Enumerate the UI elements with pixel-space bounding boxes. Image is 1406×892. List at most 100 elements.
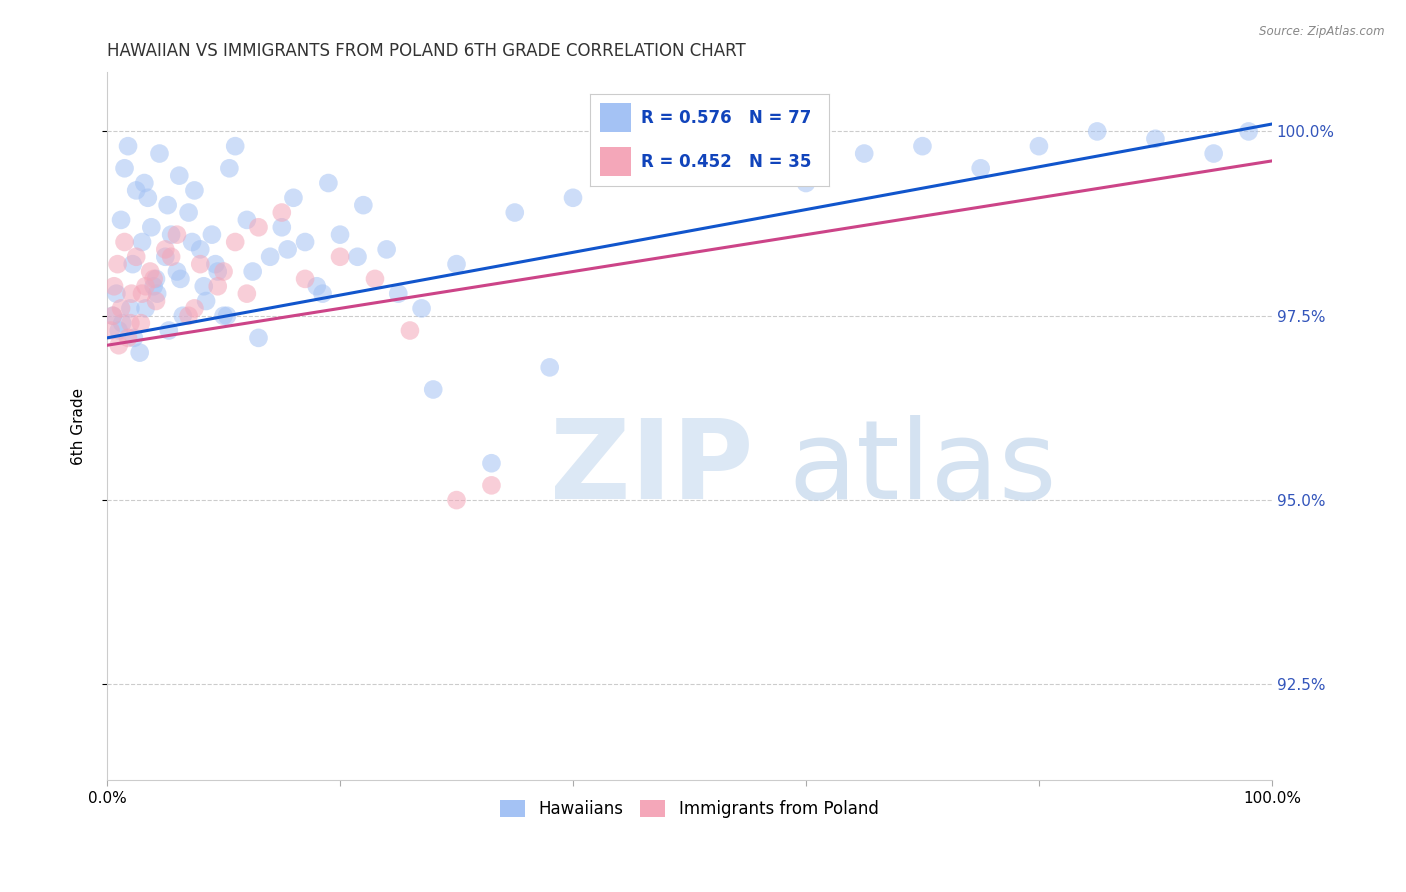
Point bbox=[172, 309, 194, 323]
Point bbox=[259, 250, 281, 264]
Point bbox=[114, 235, 136, 249]
Point bbox=[107, 338, 129, 352]
Point bbox=[212, 264, 235, 278]
Point bbox=[204, 257, 226, 271]
Point bbox=[101, 309, 124, 323]
Point bbox=[125, 183, 148, 197]
Point bbox=[160, 250, 183, 264]
Point bbox=[562, 191, 585, 205]
Point bbox=[247, 331, 270, 345]
Point bbox=[236, 213, 259, 227]
Point bbox=[224, 235, 246, 249]
Point bbox=[125, 250, 148, 264]
Point bbox=[136, 191, 159, 205]
Point bbox=[236, 286, 259, 301]
Point bbox=[212, 309, 235, 323]
Point bbox=[270, 220, 292, 235]
Point bbox=[146, 286, 169, 301]
Point bbox=[120, 301, 142, 316]
Point bbox=[157, 324, 180, 338]
Point bbox=[911, 139, 934, 153]
Point bbox=[207, 264, 229, 278]
Point bbox=[156, 198, 179, 212]
Point bbox=[110, 213, 132, 227]
Point bbox=[139, 264, 162, 278]
Point bbox=[1028, 139, 1050, 153]
Point bbox=[122, 331, 145, 345]
Point bbox=[120, 316, 142, 330]
Point bbox=[242, 264, 264, 278]
Point bbox=[329, 250, 352, 264]
Point bbox=[107, 324, 129, 338]
Point bbox=[305, 279, 328, 293]
Point bbox=[195, 293, 218, 308]
Point bbox=[387, 286, 409, 301]
Point bbox=[364, 272, 387, 286]
Point bbox=[294, 272, 316, 286]
Point bbox=[128, 345, 150, 359]
Point bbox=[503, 205, 526, 219]
Point bbox=[794, 176, 817, 190]
Point bbox=[100, 324, 122, 338]
Point bbox=[134, 301, 156, 316]
Point bbox=[481, 456, 503, 470]
Point bbox=[121, 257, 143, 271]
Point bbox=[114, 161, 136, 176]
Point bbox=[422, 383, 444, 397]
Point bbox=[166, 264, 188, 278]
Point bbox=[188, 243, 211, 257]
Point bbox=[101, 309, 124, 323]
Point bbox=[183, 183, 205, 197]
Text: Source: ZipAtlas.com: Source: ZipAtlas.com bbox=[1260, 25, 1385, 38]
Point bbox=[201, 227, 224, 242]
Point bbox=[352, 198, 374, 212]
Point bbox=[121, 286, 143, 301]
Point bbox=[678, 161, 700, 176]
Point bbox=[375, 243, 398, 257]
Point bbox=[224, 139, 246, 153]
Point bbox=[1144, 132, 1167, 146]
Point bbox=[142, 279, 165, 293]
Point bbox=[166, 227, 188, 242]
Point bbox=[169, 169, 191, 183]
Point bbox=[294, 235, 316, 249]
Point bbox=[215, 309, 238, 323]
Point bbox=[318, 176, 340, 190]
Point bbox=[105, 286, 128, 301]
Point bbox=[446, 257, 468, 271]
Point bbox=[1085, 124, 1108, 138]
Point bbox=[107, 257, 129, 271]
Point bbox=[737, 146, 759, 161]
Point bbox=[1237, 124, 1260, 138]
Text: atlas: atlas bbox=[789, 416, 1057, 523]
Point bbox=[283, 191, 305, 205]
Point bbox=[538, 360, 561, 375]
Point bbox=[481, 478, 503, 492]
Point bbox=[110, 301, 132, 316]
Point bbox=[117, 331, 139, 345]
Point bbox=[270, 205, 292, 219]
Point bbox=[169, 272, 191, 286]
Point bbox=[103, 279, 125, 293]
Legend: Hawaiians, Immigrants from Poland: Hawaiians, Immigrants from Poland bbox=[494, 794, 886, 825]
Point bbox=[247, 220, 270, 235]
Point bbox=[134, 279, 156, 293]
Point bbox=[970, 161, 993, 176]
Y-axis label: 6th Grade: 6th Grade bbox=[72, 388, 86, 465]
Point bbox=[141, 220, 163, 235]
Point bbox=[155, 250, 177, 264]
Point bbox=[177, 205, 200, 219]
Point bbox=[129, 316, 152, 330]
Point bbox=[183, 301, 205, 316]
Point bbox=[131, 235, 153, 249]
Point bbox=[329, 227, 352, 242]
Point bbox=[193, 279, 215, 293]
Text: ZIP: ZIP bbox=[550, 416, 754, 523]
Point bbox=[218, 161, 240, 176]
Point bbox=[399, 324, 422, 338]
Point bbox=[117, 139, 139, 153]
Point bbox=[207, 279, 229, 293]
Point bbox=[148, 146, 170, 161]
Point bbox=[131, 286, 153, 301]
Text: HAWAIIAN VS IMMIGRANTS FROM POLAND 6TH GRADE CORRELATION CHART: HAWAIIAN VS IMMIGRANTS FROM POLAND 6TH G… bbox=[107, 42, 745, 60]
